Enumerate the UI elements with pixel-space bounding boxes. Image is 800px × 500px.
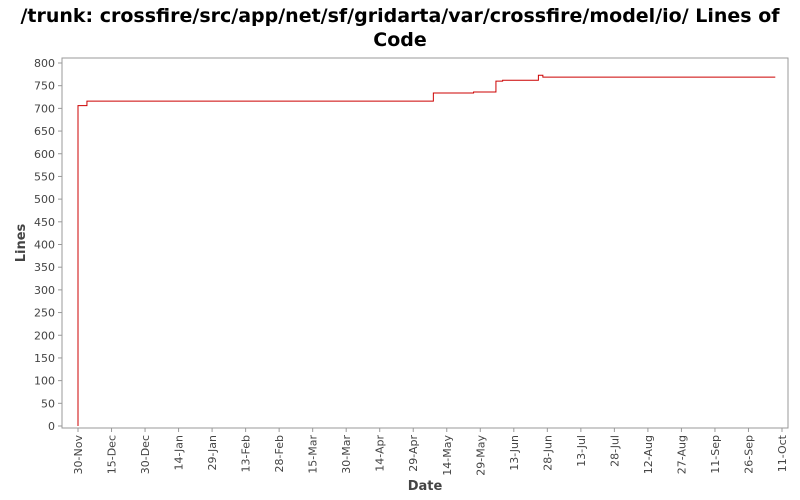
x-tick-label: 28-Feb bbox=[273, 435, 286, 472]
x-tick-label: 29-Apr bbox=[407, 435, 420, 472]
y-tick-label: 800 bbox=[34, 57, 55, 70]
series-layer bbox=[77, 74, 776, 426]
y-tick-label: 100 bbox=[34, 375, 55, 388]
y-tick-label: 500 bbox=[34, 193, 55, 206]
x-tick-label: 13-Jul bbox=[575, 435, 588, 467]
y-axis: 0 50 100 150 200 250 300 350 400 450 500 550 600 650 7… bbox=[34, 57, 62, 433]
x-tick-label: 28-Jun bbox=[541, 435, 554, 471]
x-axis: 30-Nov 15-Dec 30-Dec 14-Jan 29-Jan 13-Feb 28-F… bbox=[72, 428, 789, 476]
y-tick-label: 700 bbox=[34, 102, 55, 115]
x-tick-label: 28-Jul bbox=[608, 435, 621, 467]
x-tick-label: 12-Aug bbox=[642, 435, 655, 474]
x-tick-label: 14-May bbox=[441, 435, 454, 476]
y-tick-label: 50 bbox=[41, 397, 55, 410]
x-tick-label: 11-Oct bbox=[776, 434, 789, 472]
x-tick-label: 14-Apr bbox=[374, 435, 387, 472]
x-tick-label: 30-Nov bbox=[72, 435, 85, 475]
x-tick-label: 30-Mar bbox=[340, 435, 353, 474]
x-tick-label: 30-Dec bbox=[139, 435, 152, 474]
y-tick-label: 550 bbox=[34, 170, 55, 183]
series-line bbox=[77, 74, 776, 426]
x-tick-label: 13-Feb bbox=[240, 435, 253, 472]
y-axis-label: Lines bbox=[14, 223, 29, 262]
x-tick-label: 27-Aug bbox=[675, 435, 688, 474]
x-tick-label: 14-Jan bbox=[173, 435, 186, 471]
y-tick-label: 750 bbox=[34, 80, 55, 93]
y-tick-label: 400 bbox=[34, 239, 55, 252]
y-tick-label: 600 bbox=[34, 148, 55, 161]
x-axis-label: Date bbox=[408, 479, 443, 494]
y-tick-label: 450 bbox=[34, 216, 55, 229]
y-tick-label: 250 bbox=[34, 307, 55, 320]
x-tick-label: 11-Sep bbox=[709, 435, 722, 474]
chart-title: /trunk: crossfire/src/app/net/sf/gridart… bbox=[20, 5, 780, 51]
y-tick-label: 300 bbox=[34, 284, 55, 297]
y-tick-label: 350 bbox=[34, 261, 55, 274]
y-tick-label: 150 bbox=[34, 352, 55, 365]
x-tick-label: 29-May bbox=[474, 435, 487, 476]
y-tick-label: 650 bbox=[34, 125, 55, 138]
y-tick-label: 0 bbox=[48, 420, 55, 433]
x-tick-label: 26-Sep bbox=[742, 435, 755, 474]
plot-area bbox=[61, 57, 789, 429]
x-tick-label: 29-Jan bbox=[206, 435, 219, 471]
x-tick-label: 15-Mar bbox=[307, 435, 320, 474]
x-tick-label: 13-Jun bbox=[508, 435, 521, 471]
x-tick-label: 15-Dec bbox=[106, 435, 119, 474]
y-tick-label: 200 bbox=[34, 329, 55, 342]
